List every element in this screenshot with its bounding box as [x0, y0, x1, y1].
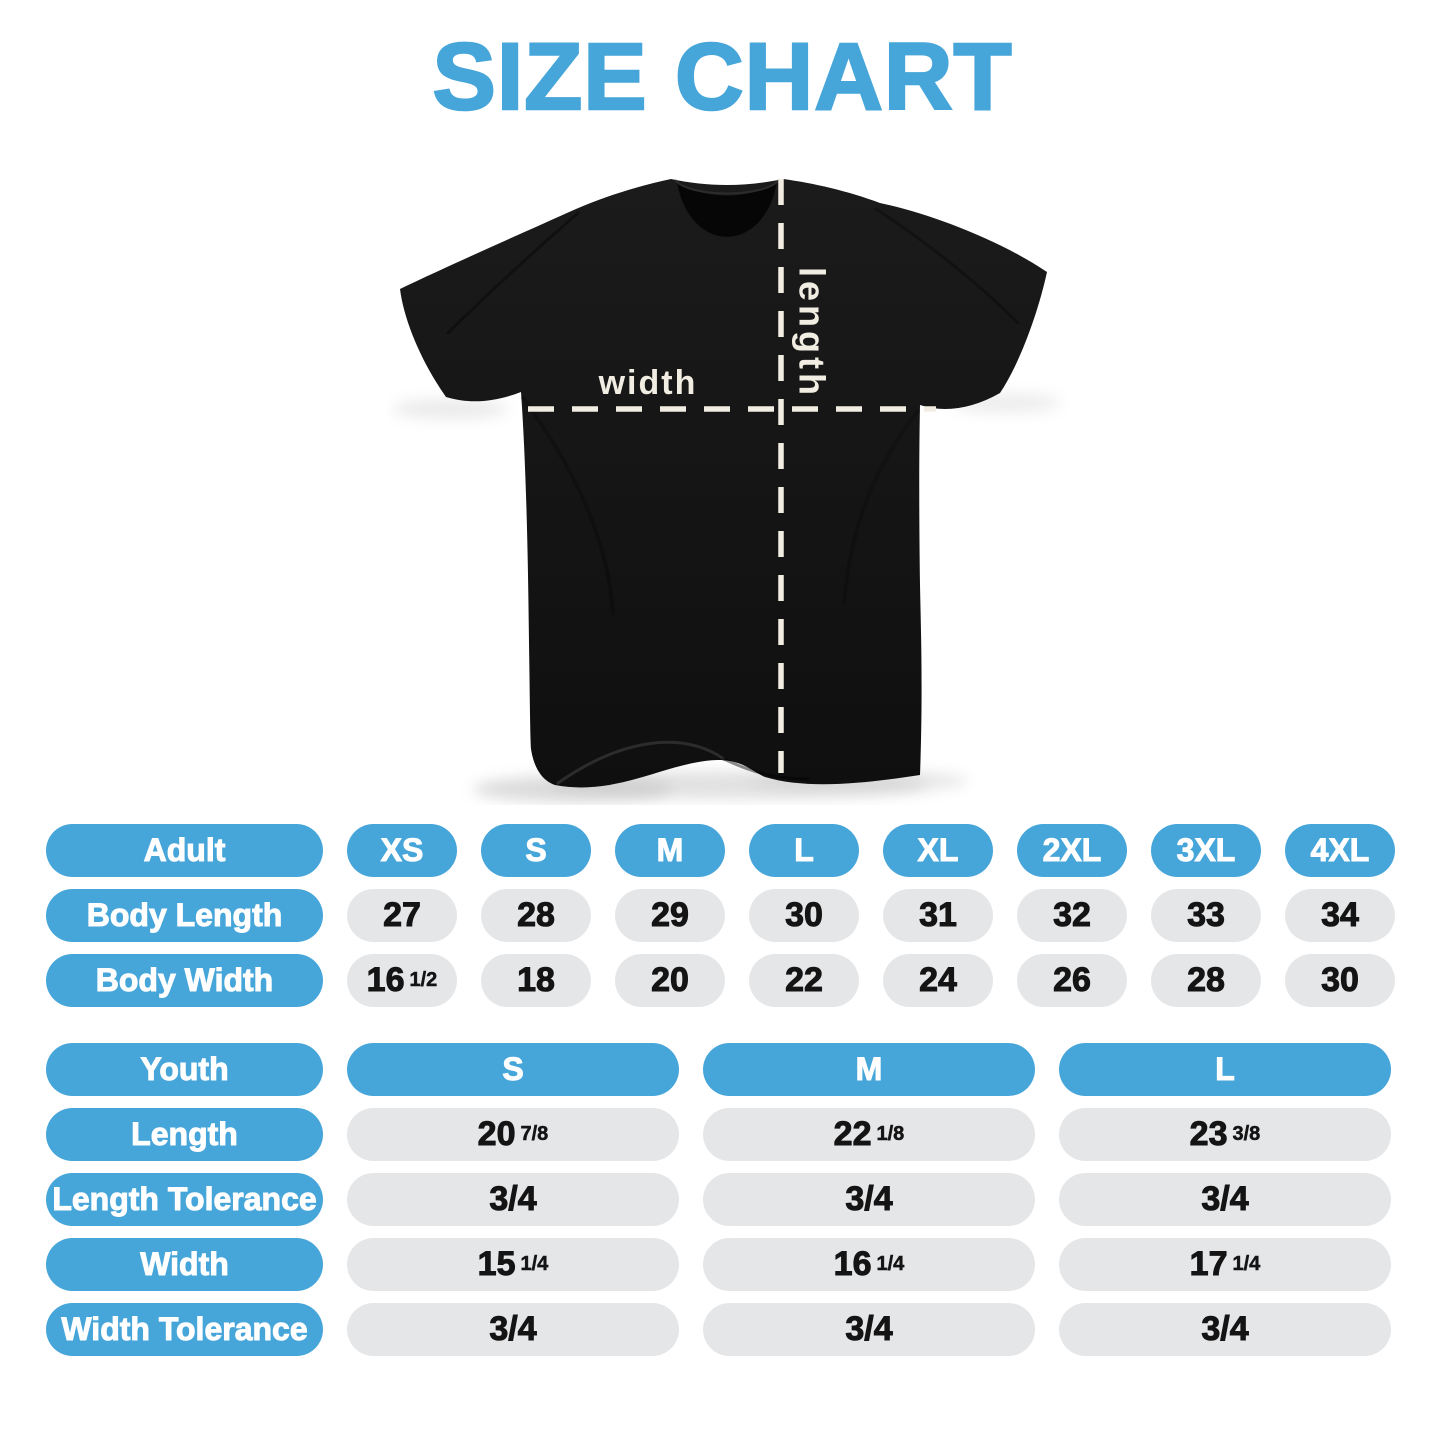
size-column-header: 4XL: [1285, 824, 1395, 877]
row-label-pill: Length Tolerance: [46, 1173, 323, 1226]
size-value-cell: 22: [749, 954, 859, 1007]
size-value-cell: 34: [1285, 889, 1395, 942]
youth-size-table: Youth S M L Length 20 7/8 22 1/8 23 3/8 Length Tole…: [46, 1043, 1391, 1356]
size-column-header: L: [1059, 1043, 1391, 1096]
neck-opening: [677, 182, 777, 237]
size-value-cell: 20 7/8: [347, 1108, 679, 1161]
tshirt-body: [400, 179, 1047, 788]
fabric-fold-lines: [446, 207, 1020, 785]
size-value-cell: 15 1/4: [347, 1238, 679, 1291]
size-column-header: 3XL: [1151, 824, 1261, 877]
size-value-cell: 33: [1151, 889, 1261, 942]
size-column-header: 2XL: [1017, 824, 1127, 877]
size-value-cell: 23 3/8: [1059, 1108, 1391, 1161]
tshirt-measurement-diagram: width length: [388, 173, 1068, 805]
size-value-cell: 3/4: [1059, 1173, 1391, 1226]
size-value-cell: 16 1/2: [347, 954, 457, 1007]
size-value-cell: 29: [615, 889, 725, 942]
size-value-cell: 32: [1017, 889, 1127, 942]
size-value-cell: 24: [883, 954, 993, 1007]
size-value-cell: 28: [481, 889, 591, 942]
adult-size-table: Adult XS S M L XL 2XL 3XL 4XL Body Length 27 28 29 30…: [46, 824, 1395, 1007]
size-column-header: S: [481, 824, 591, 877]
size-value-cell: 3/4: [347, 1173, 679, 1226]
size-value-cell: 17 1/4: [1059, 1238, 1391, 1291]
size-value-cell: 20: [615, 954, 725, 1007]
table-title-pill: Youth: [46, 1043, 323, 1096]
size-value-cell: 3/4: [347, 1303, 679, 1356]
size-value-cell: 3/4: [703, 1173, 1035, 1226]
width-label: width: [598, 364, 698, 402]
table-title-pill: Adult: [46, 824, 323, 877]
row-label-pill: Length: [46, 1108, 323, 1161]
row-label-pill: Width Tolerance: [46, 1303, 323, 1356]
size-value-cell: 16 1/4: [703, 1238, 1035, 1291]
size-value-cell: 26: [1017, 954, 1127, 1007]
collar: [674, 179, 780, 237]
row-label-pill: Body Width: [46, 954, 323, 1007]
collar-band-seam: [674, 179, 780, 195]
size-value-cell: 22 1/8: [703, 1108, 1035, 1161]
size-value-cell: 28: [1151, 954, 1261, 1007]
size-value-cell: 3/4: [1059, 1303, 1391, 1356]
size-value-cell: 3/4: [703, 1303, 1035, 1356]
size-value-cell: 18: [481, 954, 591, 1007]
row-label-pill: Width: [46, 1238, 323, 1291]
size-value-cell: 31: [883, 889, 993, 942]
size-column-header: XL: [883, 824, 993, 877]
size-value-cell: 30: [1285, 954, 1395, 1007]
size-column-header: L: [749, 824, 859, 877]
size-column-header: M: [703, 1043, 1035, 1096]
size-value-cell: 27: [347, 889, 457, 942]
size-value-cell: 30: [749, 889, 859, 942]
size-column-header: M: [615, 824, 725, 877]
row-label-pill: Body Length: [46, 889, 323, 942]
page-title: SIZE CHART: [431, 24, 1013, 130]
length-label: length: [791, 267, 832, 399]
tshirt-illustration: width length: [392, 179, 1061, 802]
size-column-header: XS: [347, 824, 457, 877]
size-column-header: S: [347, 1043, 679, 1096]
